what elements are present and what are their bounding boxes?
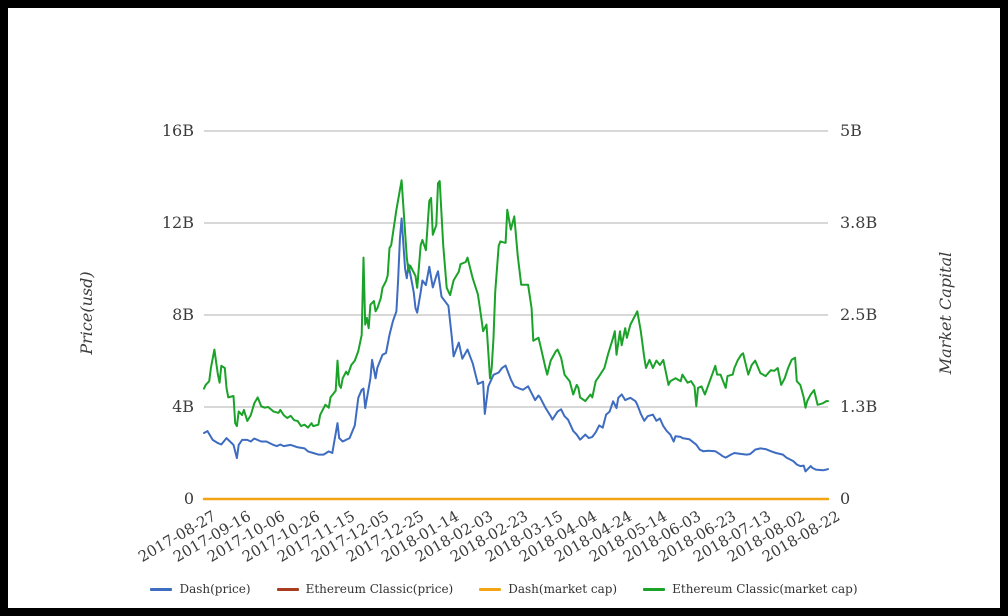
legend: Dash(price) Ethereum Classic(price) Dash(m… bbox=[8, 582, 1000, 596]
y-right-tick-label: 5B bbox=[840, 121, 862, 140]
y-left-tick-label: 12B bbox=[161, 213, 194, 232]
legend-line-marker bbox=[276, 587, 299, 591]
left-axis-title: Price(usd) bbox=[77, 271, 96, 355]
y-left-tick-label: 0 bbox=[183, 489, 194, 508]
right-axis-title: Market Capital bbox=[936, 251, 955, 375]
legend-item-dash-price-: Dash(price) bbox=[150, 582, 251, 596]
legend-line-marker bbox=[150, 587, 173, 591]
legend-item-dash-market-cap-: Dash(market cap) bbox=[479, 582, 617, 596]
legend-line-marker bbox=[479, 587, 502, 591]
legend-item-ethereum-classic-market-cap-: Ethereum Classic(market cap) bbox=[643, 582, 858, 596]
legend-line-marker bbox=[643, 587, 666, 591]
y-right-tick-label: 1.3B bbox=[840, 397, 878, 416]
legend-label: Dash(market cap) bbox=[508, 582, 618, 596]
y-right-tick-label: 3.8B bbox=[840, 213, 878, 232]
y-right-tick-label: 2.5B bbox=[840, 305, 878, 324]
series-line-ethereum-classic-market-cap- bbox=[203, 179, 829, 429]
series-line-dash-price- bbox=[203, 217, 829, 473]
plot-area bbox=[202, 130, 830, 501]
legend-label: Ethereum Classic(price) bbox=[305, 582, 454, 596]
legend-item-ethereum-classic-price-: Ethereum Classic(price) bbox=[276, 582, 454, 596]
y-left-tick-label: 4B bbox=[172, 397, 194, 416]
legend-label: Dash(price) bbox=[179, 582, 251, 596]
legend-label: Ethereum Classic(market cap) bbox=[672, 582, 858, 596]
y-right-tick-label: 0 bbox=[840, 489, 851, 508]
y-left-tick-label: 8B bbox=[172, 305, 194, 324]
y-left-tick-label: 16B bbox=[161, 121, 194, 140]
